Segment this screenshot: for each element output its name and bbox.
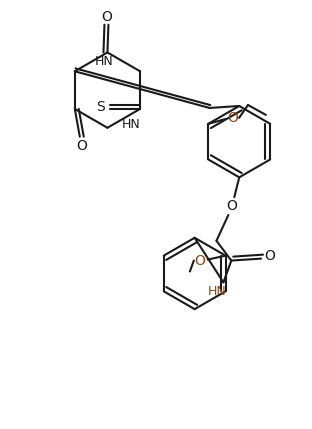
Text: O: O — [226, 199, 237, 213]
Text: O: O — [228, 111, 239, 125]
Text: HN: HN — [95, 55, 114, 68]
Text: HN: HN — [208, 285, 227, 298]
Text: HN: HN — [122, 118, 140, 131]
Text: O: O — [101, 10, 112, 24]
Text: O: O — [194, 254, 205, 268]
Text: S: S — [96, 100, 105, 114]
Text: O: O — [265, 249, 275, 263]
Text: O: O — [76, 139, 87, 153]
